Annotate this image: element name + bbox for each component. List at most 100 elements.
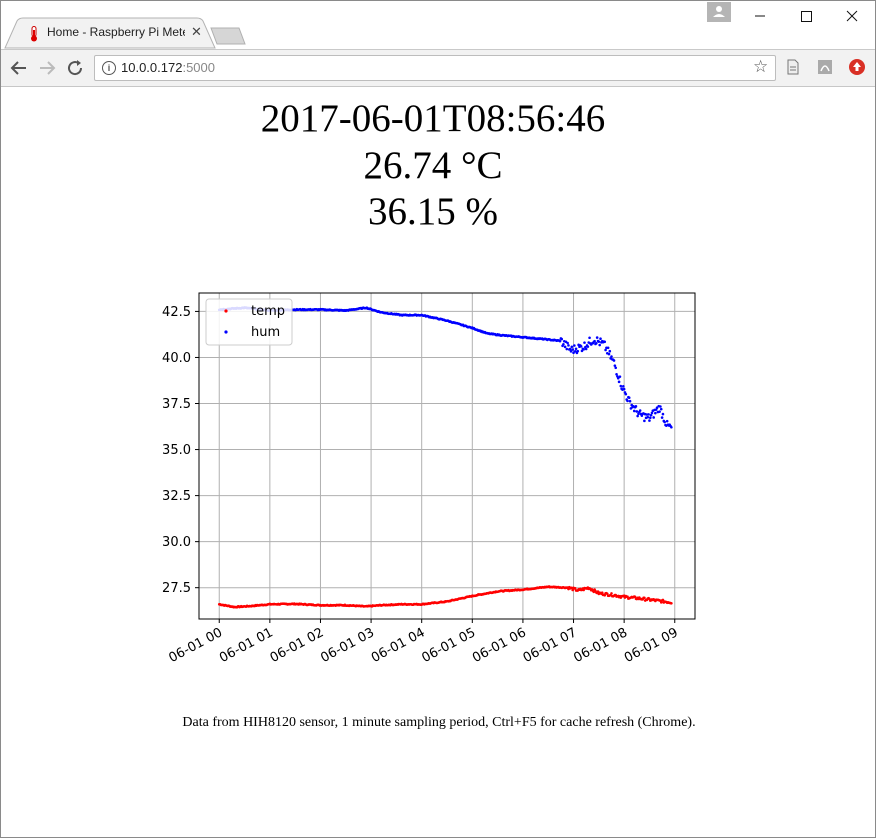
document-icon[interactable] bbox=[784, 58, 802, 76]
address-bar[interactable]: i 10.0.0.172:5000 ☆ bbox=[94, 55, 776, 81]
data-point-hum bbox=[663, 420, 666, 424]
data-point-hum bbox=[595, 342, 598, 345]
data-point-hum bbox=[607, 352, 611, 356]
new-tab-button[interactable] bbox=[210, 27, 246, 45]
data-point-hum bbox=[574, 347, 578, 351]
data-point-hum bbox=[593, 339, 596, 343]
chart-series bbox=[217, 306, 673, 609]
data-point-hum bbox=[580, 349, 584, 353]
url-port: :5000 bbox=[182, 60, 215, 75]
close-window-button[interactable] bbox=[829, 1, 875, 31]
forward-icon[interactable] bbox=[35, 56, 59, 80]
url-text[interactable]: 10.0.0.172:5000 bbox=[121, 60, 215, 75]
page-content: 2017-06-01T08:56:46 26.74 °C 36.15 % 27.… bbox=[1, 86, 875, 837]
data-point-hum bbox=[622, 385, 625, 388]
data-point-hum bbox=[658, 410, 661, 413]
data-point-hum bbox=[652, 416, 655, 419]
x-tick-label: 06-01 08 bbox=[571, 625, 630, 666]
minimize-button[interactable] bbox=[737, 1, 783, 31]
data-point-hum bbox=[635, 410, 639, 413]
info-icon[interactable]: i bbox=[102, 61, 116, 75]
data-point-temp bbox=[643, 596, 646, 600]
reload-icon[interactable] bbox=[63, 56, 87, 80]
data-point-hum bbox=[599, 337, 602, 340]
data-point-hum bbox=[598, 343, 601, 347]
data-point-hum bbox=[636, 414, 639, 418]
tab-title: Home - Raspberry Pi Mete bbox=[47, 25, 185, 39]
x-tick-label: 06-01 01 bbox=[217, 625, 276, 666]
plot-frame bbox=[198, 292, 696, 620]
legend-label-hum: hum bbox=[251, 325, 280, 340]
y-tick-label: 30.0 bbox=[162, 535, 191, 550]
data-point-hum bbox=[604, 348, 607, 352]
data-point-hum bbox=[614, 366, 618, 370]
data-point-temp bbox=[659, 601, 663, 604]
data-point-hum bbox=[648, 419, 651, 422]
y-tick-label: 35.0 bbox=[162, 443, 191, 458]
data-point-hum bbox=[626, 399, 629, 403]
y-tick-label: 32.5 bbox=[162, 489, 191, 504]
data-point-hum bbox=[608, 349, 612, 353]
x-tick-label: 06-01 04 bbox=[369, 625, 428, 666]
data-point-hum bbox=[624, 392, 628, 396]
data-point-hum bbox=[615, 372, 618, 376]
data-point-hum bbox=[583, 341, 586, 344]
data-point-hum bbox=[570, 345, 574, 349]
legend-marker-temp bbox=[224, 309, 228, 313]
data-point-hum bbox=[654, 411, 657, 415]
back-icon[interactable] bbox=[7, 56, 31, 80]
data-point-temp bbox=[670, 601, 673, 605]
timestamp: 2017-06-01T08:56:46 bbox=[260, 97, 606, 140]
data-point-hum bbox=[649, 413, 653, 417]
data-point-hum bbox=[660, 416, 664, 419]
data-point-hum bbox=[603, 340, 607, 344]
data-point-hum bbox=[576, 349, 580, 353]
x-tick-label: 06-01 00 bbox=[166, 625, 225, 666]
data-point-hum bbox=[638, 409, 642, 412]
data-point-hum bbox=[584, 347, 588, 351]
data-point-hum bbox=[573, 349, 577, 353]
data-point-hum bbox=[558, 339, 562, 343]
x-tick-label: 06-01 06 bbox=[470, 625, 529, 666]
tab-home[interactable]: Home - Raspberry Pi Mete ✕ bbox=[15, 19, 211, 49]
pdf-icon[interactable] bbox=[816, 58, 834, 76]
thermometer-icon bbox=[31, 26, 37, 42]
x-tick-label: 06-01 03 bbox=[318, 625, 377, 666]
data-point-hum bbox=[566, 341, 569, 345]
data-point-hum bbox=[661, 412, 665, 416]
data-point-hum bbox=[643, 419, 646, 423]
data-point-hum bbox=[588, 336, 591, 340]
data-point-hum bbox=[665, 419, 669, 423]
humidity-readout: 36.15 % bbox=[368, 190, 498, 233]
legend-marker-hum bbox=[224, 330, 228, 334]
profile-icon[interactable] bbox=[707, 2, 731, 22]
data-point-hum bbox=[613, 364, 617, 367]
x-tick-label: 06-01 09 bbox=[622, 625, 681, 666]
maximize-button[interactable] bbox=[783, 1, 829, 31]
data-point-hum bbox=[622, 387, 626, 391]
data-point-hum bbox=[595, 336, 599, 339]
series-temp bbox=[217, 585, 673, 609]
data-point-hum bbox=[647, 413, 650, 416]
data-point-hum bbox=[606, 346, 610, 350]
data-point-hum bbox=[632, 409, 636, 413]
data-point-hum bbox=[610, 355, 613, 358]
browser-toolbar: i 10.0.0.172:5000 ☆ bbox=[1, 49, 875, 87]
data-point-hum bbox=[650, 411, 654, 415]
update-icon[interactable] bbox=[848, 58, 866, 76]
tab-close-icon[interactable]: ✕ bbox=[191, 24, 202, 39]
chart-grid bbox=[199, 293, 695, 619]
data-point-hum bbox=[562, 342, 565, 346]
data-point-temp bbox=[626, 595, 629, 598]
data-point-temp bbox=[571, 588, 574, 592]
star-icon[interactable]: ☆ bbox=[753, 57, 769, 76]
data-point-hum bbox=[617, 380, 621, 384]
title-bar: Home - Raspberry Pi Mete ✕ bbox=[1, 1, 875, 49]
legend-label-temp: temp bbox=[251, 304, 285, 319]
data-point-hum bbox=[567, 344, 570, 347]
data-point-temp bbox=[573, 587, 577, 590]
data-point-hum bbox=[648, 416, 652, 420]
data-point-temp bbox=[610, 592, 613, 595]
